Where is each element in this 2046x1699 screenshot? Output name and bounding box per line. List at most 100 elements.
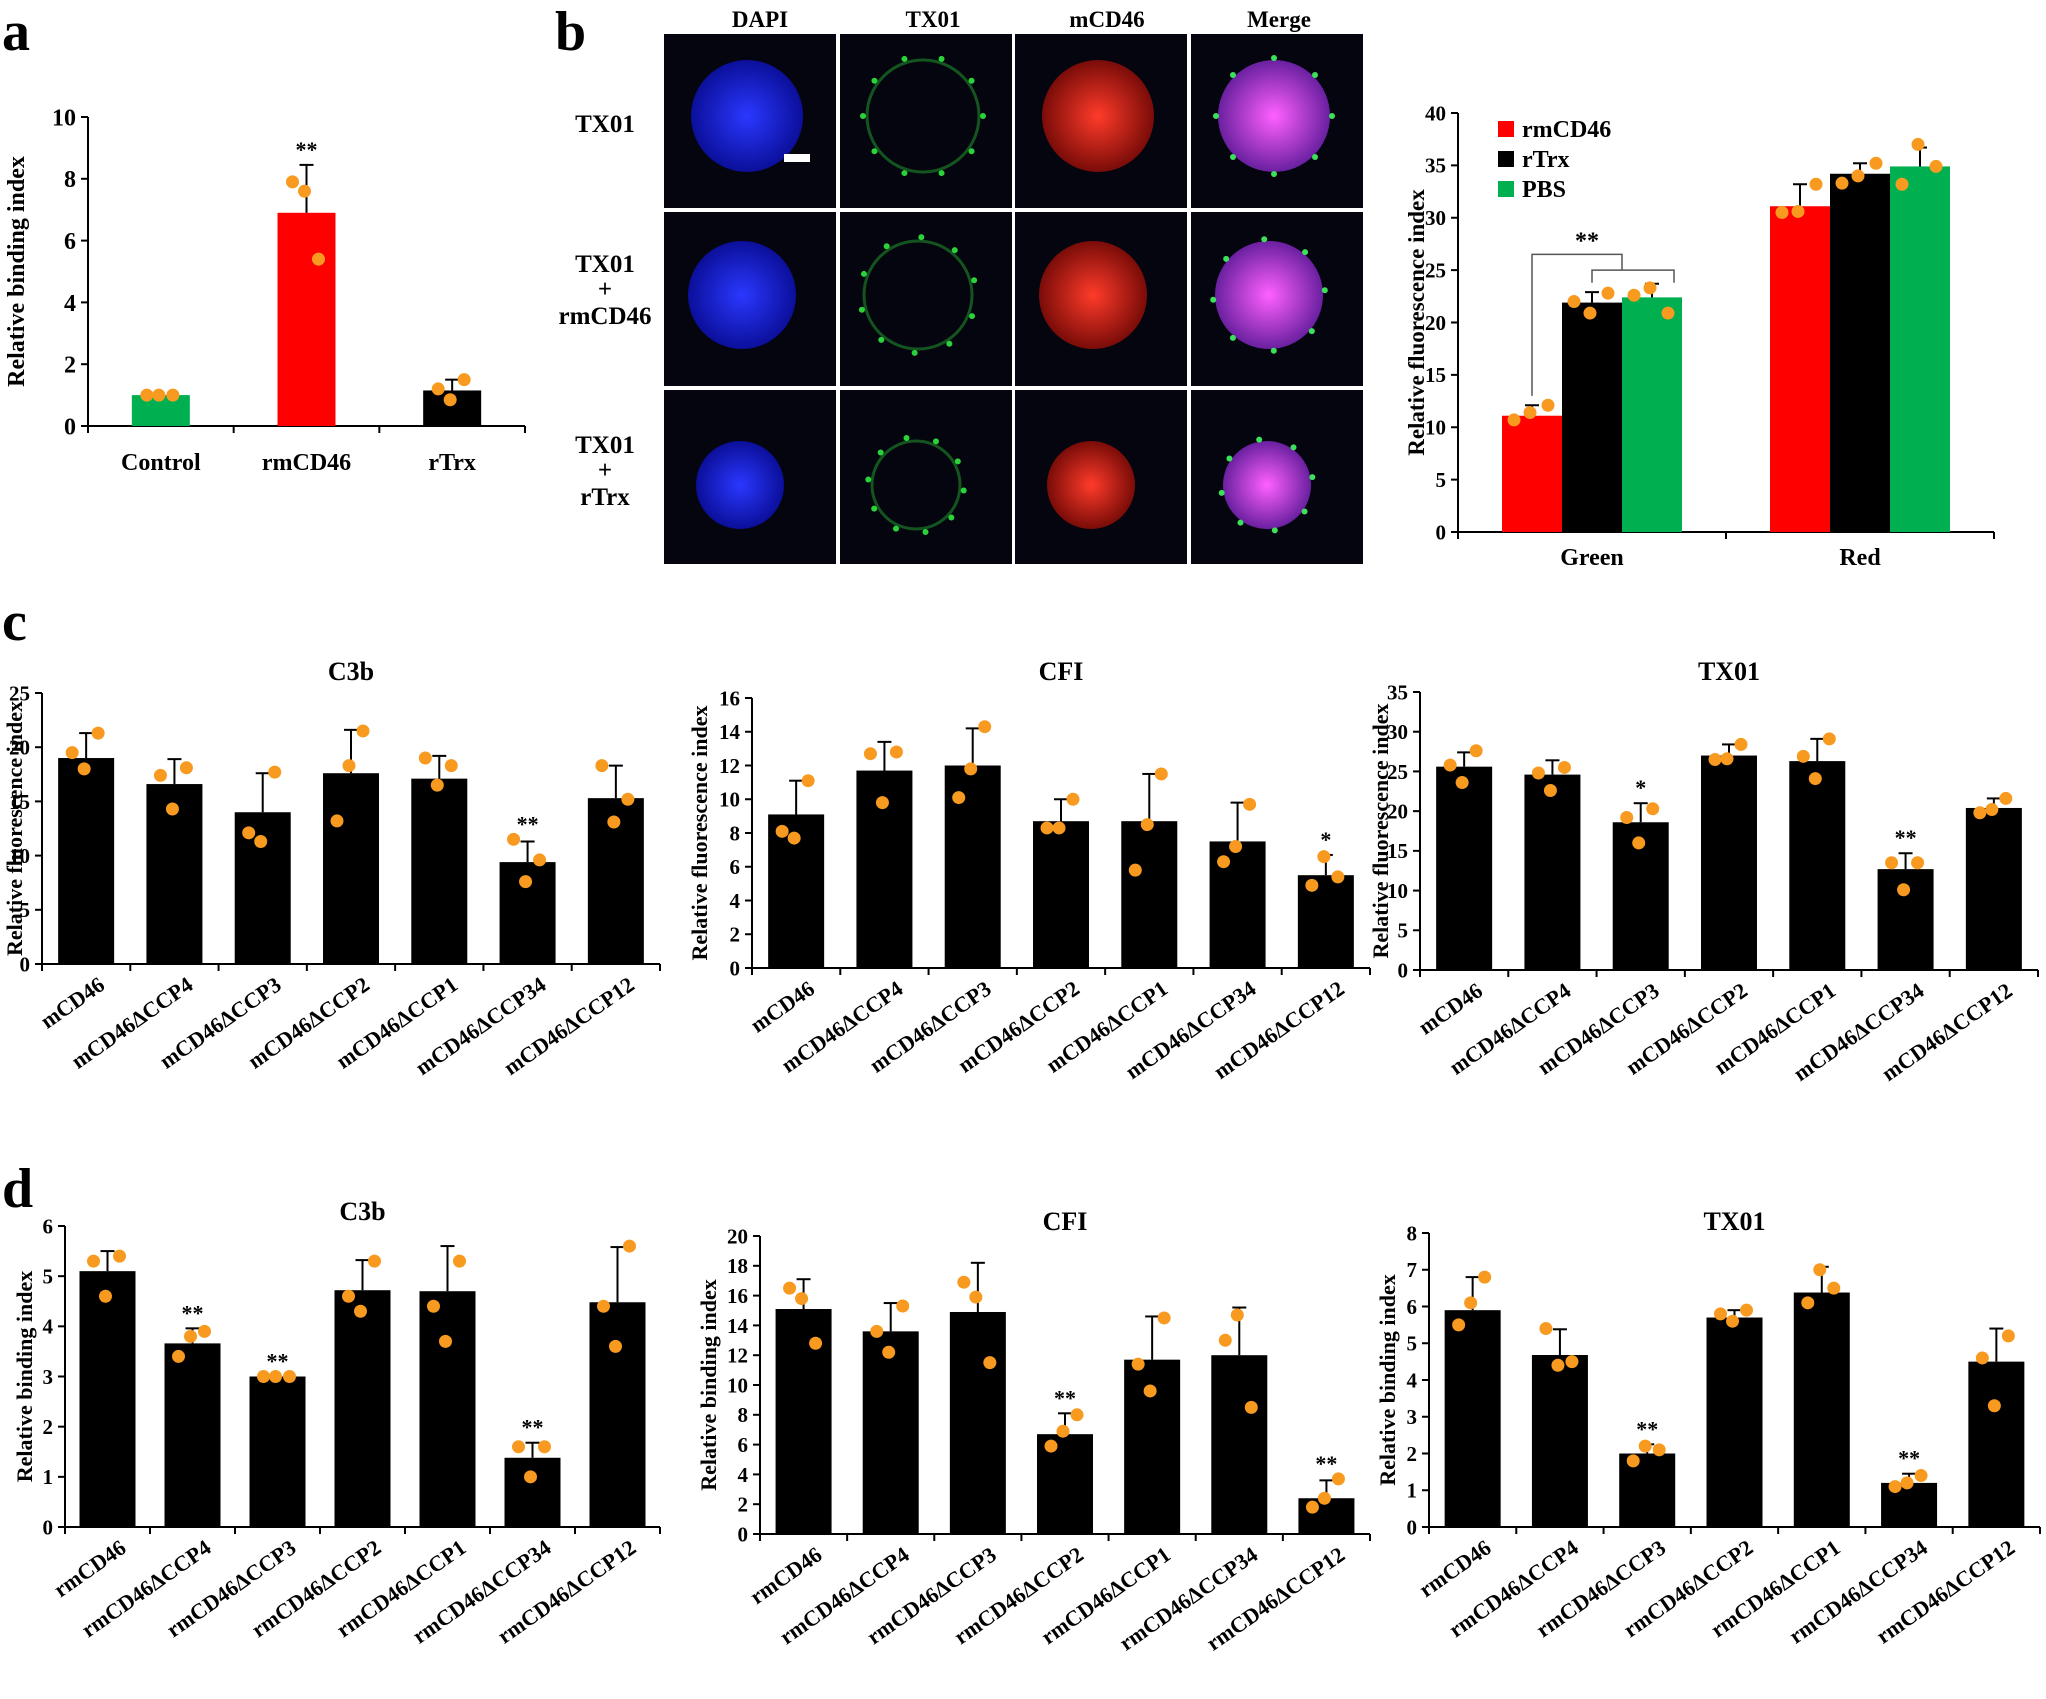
micro-cell xyxy=(862,239,974,351)
data-point xyxy=(1929,159,1943,173)
chart-title: C3b xyxy=(328,657,374,686)
data-point xyxy=(1835,176,1849,190)
data-point xyxy=(342,759,356,773)
data-point xyxy=(1317,850,1331,864)
data-point xyxy=(964,762,978,776)
data-point xyxy=(1911,137,1925,151)
micro-cell xyxy=(1042,60,1154,172)
data-point xyxy=(1643,281,1657,295)
y-tick-label: 15 xyxy=(9,790,30,814)
significance-label: ** xyxy=(517,811,539,836)
microscopy-panel: DAPI TX01 mCD46 Merge TX01 TX01 + rmCD46… xyxy=(558,7,1368,564)
data-point xyxy=(1627,288,1641,302)
chart-d2: 0 2 4 6 8 10 12 14 16 18 20 Relative binding index C… xyxy=(696,1207,1371,1656)
y-axis-label: Relative binding index xyxy=(12,1271,37,1482)
micro-speck xyxy=(1321,287,1328,294)
significance-label: * xyxy=(1635,775,1646,800)
data-point xyxy=(1305,1500,1319,1514)
data-point xyxy=(787,831,801,845)
y-tick-label: 10 xyxy=(727,1373,748,1397)
data-point xyxy=(1869,156,1883,170)
data-point xyxy=(1531,766,1545,780)
chart-d3: 0 1 2 3 4 5 6 7 8 Relative binding index TX01 rmCD4… xyxy=(1375,1207,2041,1649)
y-tick-label: 6 xyxy=(64,229,76,255)
micro-speck xyxy=(1329,113,1335,119)
y-tick-label: 10 xyxy=(1425,416,1446,440)
data-point xyxy=(801,774,815,788)
y-tick-label: 20 xyxy=(1425,311,1446,335)
micro-row3-label-2: + xyxy=(598,457,612,484)
significance-bracket xyxy=(1531,253,1623,396)
data-point xyxy=(1601,286,1615,300)
bar xyxy=(334,1290,391,1527)
data-point xyxy=(184,1329,197,1343)
y-axis-label: Relative binding index xyxy=(696,1279,721,1490)
data-point xyxy=(1567,295,1581,309)
data-point xyxy=(1565,1355,1579,1369)
bar xyxy=(249,1376,306,1527)
y-tick-label: 2 xyxy=(738,1493,749,1517)
data-point xyxy=(875,796,889,810)
data-point xyxy=(269,1370,282,1383)
y-tick-label: 12 xyxy=(719,754,740,778)
data-point xyxy=(65,746,79,760)
micro-speck xyxy=(903,434,910,441)
data-point xyxy=(1895,177,1909,191)
y-axis-label: Relative binding index xyxy=(4,156,30,387)
significance-label: ** xyxy=(1315,1451,1337,1476)
micro-speck xyxy=(1213,113,1219,119)
micro-row2-label-3: rmCD46 xyxy=(558,303,651,330)
y-tick-label: 10 xyxy=(9,844,30,868)
data-point xyxy=(1900,1476,1914,1490)
bar xyxy=(1619,1453,1676,1527)
data-point xyxy=(354,1304,367,1318)
bar xyxy=(1562,302,1622,532)
y-tick-label: 10 xyxy=(52,105,76,131)
y-tick-label: 6 xyxy=(738,1433,749,1457)
bar xyxy=(1033,821,1089,968)
y-tick-label: 7 xyxy=(1407,1258,1418,1282)
significance-bracket xyxy=(1591,269,1675,283)
micro-row3-label-1: TX01 xyxy=(575,432,635,459)
y-tick-label: 35 xyxy=(1387,680,1408,704)
y-tick-label: 0 xyxy=(730,956,741,980)
y-tick-label: 0 xyxy=(64,414,76,440)
chart-title: CFI xyxy=(1043,1207,1088,1236)
data-point xyxy=(418,751,432,765)
legend-label: PBS xyxy=(1522,177,1566,203)
y-tick-label: 1 xyxy=(1407,1479,1418,1503)
y-tick-label: 0 xyxy=(1398,958,1409,982)
y-tick-label: 30 xyxy=(1387,720,1408,744)
y-tick-label: 3 xyxy=(1407,1405,1418,1429)
y-tick-label: 5 xyxy=(1398,919,1409,943)
y-tick-label: 1 xyxy=(43,1465,54,1489)
data-point xyxy=(368,1254,381,1268)
data-point xyxy=(983,1356,997,1370)
data-point xyxy=(1507,413,1521,427)
data-point xyxy=(1469,744,1483,758)
data-point xyxy=(77,762,91,776)
data-point xyxy=(453,1254,466,1268)
panel-letter-a: a xyxy=(2,1,30,63)
micro-speck xyxy=(1237,519,1244,526)
x-tick-label: rmCD46 xyxy=(745,1542,826,1609)
data-point xyxy=(1851,169,1865,183)
data-point xyxy=(1897,883,1911,897)
micro-speck xyxy=(951,247,958,254)
y-tick-label: 0 xyxy=(738,1522,749,1546)
y-tick-label: 16 xyxy=(719,686,740,710)
bar xyxy=(1701,755,1757,970)
legend-swatch xyxy=(1498,121,1514,137)
micro-speck xyxy=(1226,455,1233,462)
x-tick-label: mCD46 xyxy=(36,972,109,1034)
chart-c2: 0 2 4 6 8 10 12 14 16 Relative fluorescence index… xyxy=(687,657,1371,1084)
bar xyxy=(1793,1292,1850,1527)
data-point xyxy=(896,1299,910,1313)
data-point xyxy=(1914,1469,1928,1483)
data-point xyxy=(312,252,325,266)
y-tick-label: 25 xyxy=(9,681,30,705)
y-axis-label: Relative binding index xyxy=(1375,1274,1400,1485)
y-tick-label: 20 xyxy=(727,1224,748,1248)
